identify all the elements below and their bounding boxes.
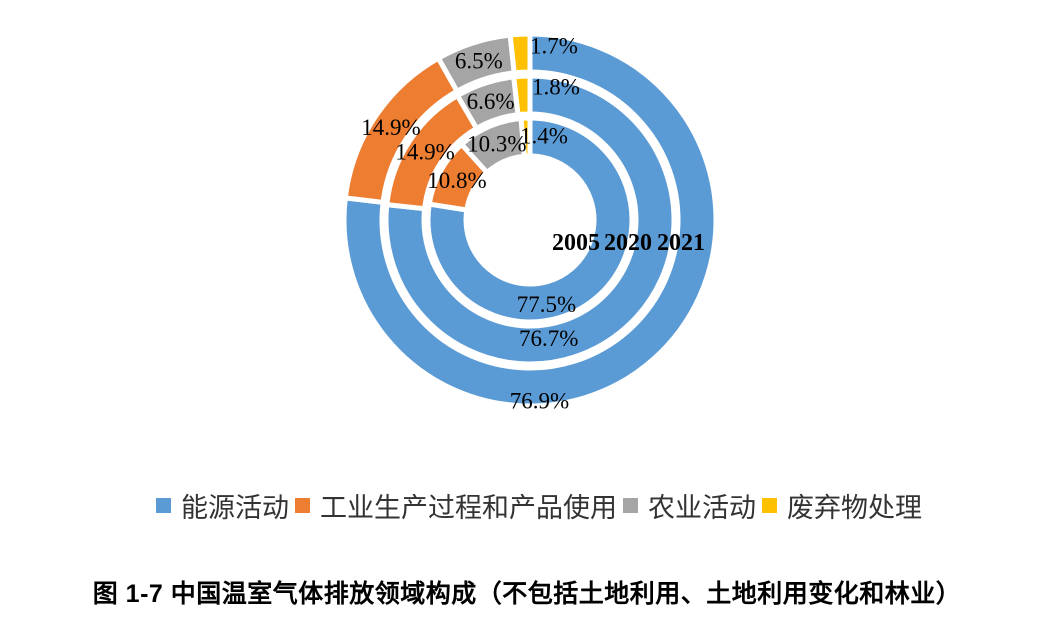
donut-chart: 77.5% 10.8% 10.3%1.4% 2005 76.7% 14.9% 6.6% 1.8… [341, 31, 719, 414]
data-label-2021-energy: 76.9% [510, 388, 569, 413]
legend-label-waste: 废弃物处理 [787, 493, 922, 523]
data-label-2021-industrial-process: 14.9% [361, 115, 420, 140]
ring-year-label-2005: 2005 [552, 230, 600, 256]
data-label-2005-agriculture: 10.3% [467, 131, 526, 156]
legend-label-agriculture: 农业活动 [648, 493, 756, 523]
segment-2021-energy [341, 31, 719, 409]
legend-item-industrial-process: 工业生产过程和产品使用 [295, 486, 617, 525]
data-label-2020-agriculture: 6.6% [467, 89, 515, 114]
data-label-2020-industrial-process: 14.9% [395, 140, 454, 165]
legend-swatch-industrial-process [295, 498, 310, 513]
segment-2021-waste [507, 31, 533, 76]
segment-2005-waste [518, 115, 533, 159]
segment-2005-energy [425, 115, 635, 325]
legend-swatch-energy [156, 498, 171, 513]
ring-year-label-2021: 2021 [657, 230, 705, 256]
data-label-2005-waste: 1.4% [520, 124, 568, 149]
data-label-2021-waste: 1.7% [530, 34, 578, 59]
legend-label-energy: 能源活动 [181, 493, 289, 523]
legend-item-waste: 废弃物处理 [762, 486, 922, 525]
legend-swatch-waste [762, 498, 777, 513]
ring-year-label-2020: 2020 [604, 230, 652, 256]
data-label-2020-energy: 76.7% [519, 326, 578, 351]
data-label-2021-agriculture: 6.5% [455, 49, 503, 74]
data-label-2005-energy: 77.5% [517, 292, 576, 317]
legend-item-agriculture: 农业活动 [623, 486, 756, 525]
legend-label-industrial-process: 工业生产过程和产品使用 [320, 493, 617, 523]
figure-caption: 图 1-7 中国温室气体排放领域构成（不包括土地利用、土地利用变化和林业） [92, 580, 962, 608]
legend-item-energy: 能源活动 [156, 486, 289, 525]
segment-2020-waste [511, 73, 533, 118]
segment-2020-energy [383, 73, 677, 367]
data-label-2005-industrial-process: 10.8% [427, 168, 486, 193]
legend-swatch-agriculture [623, 498, 638, 513]
chart-legend: 能源活动 工业生产过程和产品使用 农业活动 废弃物处理 [12, 486, 1054, 525]
data-label-2020-waste: 1.8% [532, 75, 580, 100]
